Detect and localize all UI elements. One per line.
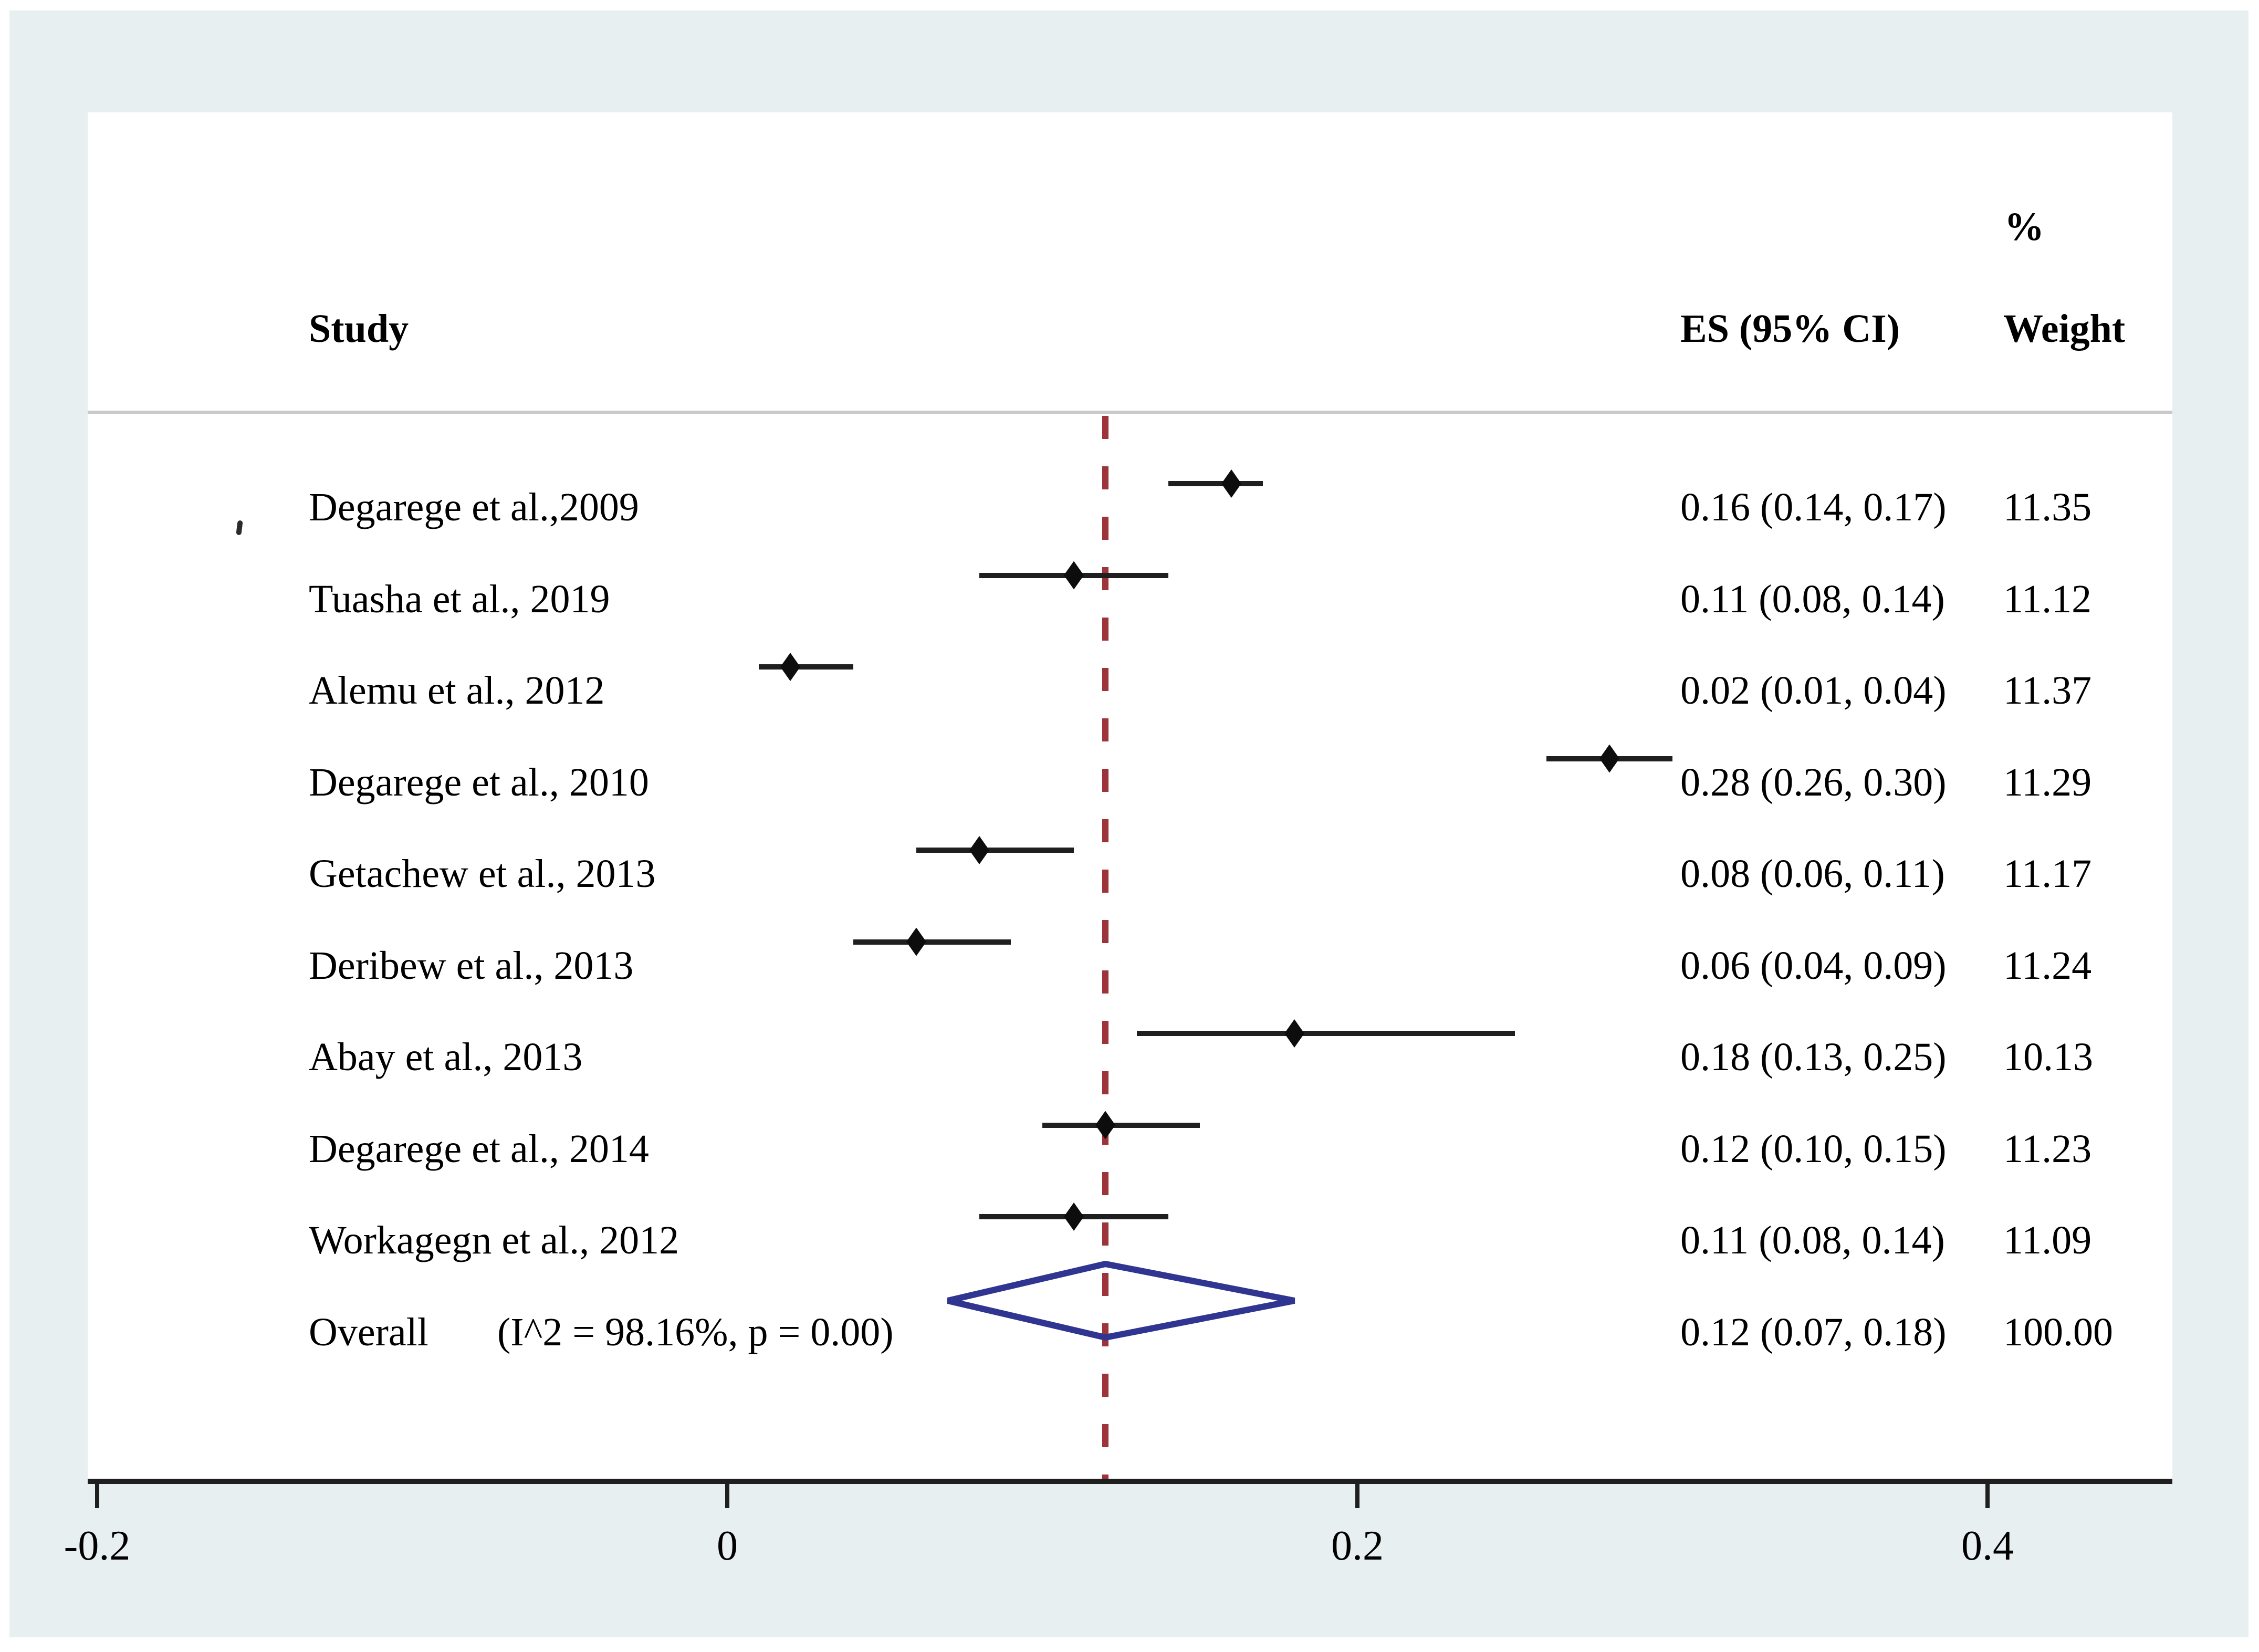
study-label: Workagegn et al., 2012: [309, 1218, 679, 1262]
es-marker: [1064, 1203, 1084, 1231]
study-label: Degarege et al., 2010: [309, 760, 649, 804]
weight-value: 11.09: [2003, 1218, 2092, 1262]
axis-tick: [1355, 1484, 1359, 1508]
weight-value: 11.35: [2003, 485, 2092, 529]
weight-value: 11.24: [2003, 943, 2092, 988]
column-header-percent: %: [2004, 205, 2044, 249]
weight-value: 11.37: [2003, 668, 2092, 713]
column-header-es-ci: ES (95% CI): [1680, 307, 1900, 351]
ci-line: [1042, 1122, 1200, 1128]
axis-tick: [725, 1484, 729, 1508]
study-label: Degarege et al., 2014: [309, 1126, 649, 1171]
column-header-study: Study: [309, 307, 409, 351]
es-marker: [1599, 744, 1619, 773]
es-ci-value: 0.16 (0.14, 0.17): [1680, 485, 1947, 529]
es-ci-value: 0.11 (0.08, 0.14): [1680, 1218, 1945, 1262]
reference-line: [1102, 416, 1108, 1479]
ci-line: [1168, 481, 1263, 486]
axis-tick-label: -0.2: [64, 1523, 131, 1569]
plot-panel: Study % ES (95% CI) Weight Degarege et a…: [88, 112, 2172, 1484]
axis-tick-label: 0: [717, 1523, 738, 1569]
header-divider: [88, 411, 2172, 414]
es-ci-value: 0.11 (0.08, 0.14): [1680, 577, 1945, 621]
study-label: Abay et al., 2013: [309, 1035, 583, 1079]
weight-value: 11.12: [2003, 577, 2092, 621]
ci-line: [1137, 1031, 1515, 1036]
axis-tick: [95, 1484, 99, 1508]
es-marker: [906, 927, 926, 956]
es-ci-value: 0.02 (0.01, 0.04): [1680, 668, 1947, 713]
es-marker: [780, 653, 800, 681]
es-marker: [1064, 561, 1084, 590]
es-marker: [1221, 469, 1241, 498]
overall-label: Overall: [309, 1310, 428, 1354]
es-ci-value: 0.08 (0.06, 0.11): [1680, 852, 1945, 896]
study-label: Alemu et al., 2012: [309, 668, 605, 713]
study-label: Tuasha et al., 2019: [309, 577, 610, 621]
overall-weight-value: 100.00: [2003, 1310, 2113, 1354]
axis-tick-label: 0.2: [1331, 1523, 1384, 1569]
es-ci-value: 0.28 (0.26, 0.30): [1680, 760, 1947, 804]
es-ci-value: 0.12 (0.10, 0.15): [1680, 1126, 1947, 1171]
es-marker: [1095, 1111, 1115, 1139]
weight-value: 11.29: [2003, 760, 2092, 804]
study-label: Deribew et al., 2013: [309, 943, 634, 988]
es-ci-value: 0.06 (0.04, 0.09): [1680, 943, 1947, 988]
es-marker: [1284, 1019, 1304, 1048]
overall-diamond: [947, 1260, 1295, 1341]
ci-line: [853, 939, 1011, 945]
stray-artifact-mark: [236, 520, 243, 536]
overall-heterogeneity: (I^2 = 98.16%, p = 0.00): [497, 1310, 894, 1354]
weight-value: 11.17: [2003, 852, 2092, 896]
axis-tick-label: 0.4: [1961, 1523, 2014, 1569]
es-marker: [969, 836, 989, 864]
axis-tick: [1985, 1484, 1990, 1508]
ci-line: [916, 848, 1074, 853]
es-ci-value: 0.18 (0.13, 0.25): [1680, 1035, 1947, 1079]
column-header-weight: Weight: [2003, 307, 2126, 351]
study-label: Degarege et al.,2009: [309, 485, 639, 529]
overall-es-ci-value: 0.12 (0.07, 0.18): [1680, 1310, 1947, 1354]
weight-value: 11.23: [2003, 1126, 2092, 1171]
weight-value: 10.13: [2003, 1035, 2093, 1079]
ci-line: [759, 664, 853, 670]
study-label: Getachew et al., 2013: [309, 852, 656, 896]
